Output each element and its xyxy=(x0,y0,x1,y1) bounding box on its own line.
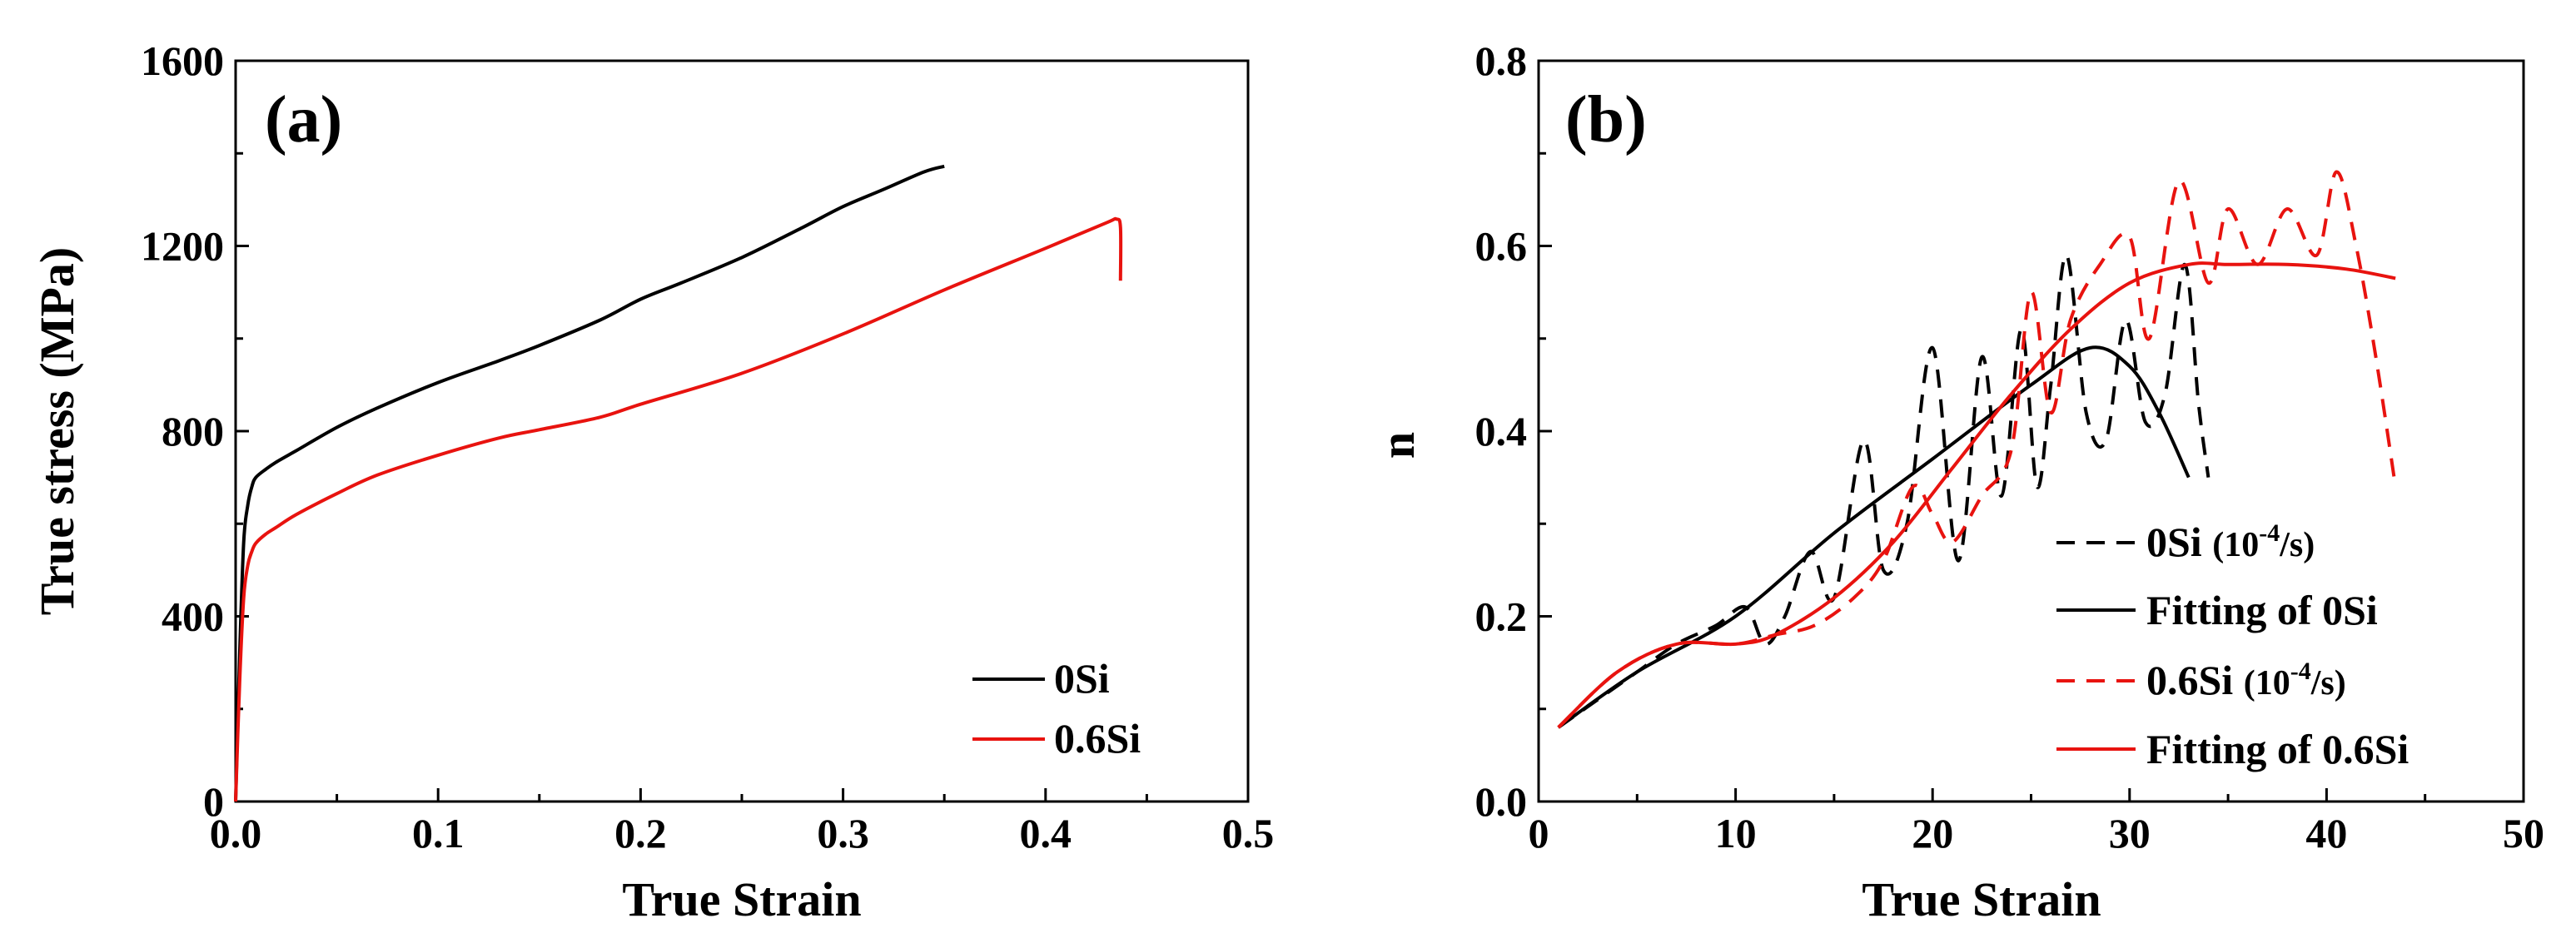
x-tick-label-a: 0.2 xyxy=(614,810,667,856)
series-line-b-1 xyxy=(1557,345,2191,729)
legend-a: 0Si 0.6Si xyxy=(972,655,1141,762)
panel-label-a: (a) xyxy=(265,83,342,156)
y-tick-label-a: 400 xyxy=(162,593,224,640)
y-tick-label-a: 1200 xyxy=(141,223,224,270)
axis-ticks-a: 0.0 0.1 0.2 0.3 0.4 0.5 0 400 800 1200 1600 xyxy=(141,37,1274,856)
y-tick-label-a: 800 xyxy=(162,408,224,454)
y-tick-label-b: 0.8 xyxy=(1475,37,1528,84)
series-a xyxy=(234,164,1123,802)
panel-a: 0.0 0.1 0.2 0.3 0.4 0.5 0 400 800 1200 1600 (a) Tr… xyxy=(30,37,1274,926)
y-tick-label-b: 0.4 xyxy=(1475,408,1528,454)
x-tick-label-b: 40 xyxy=(2305,810,2347,856)
series-line-b-3 xyxy=(1557,261,2396,729)
axis-ticks-b: 0 10 20 30 40 50 0.0 0.2 0.4 0.6 0.8 xyxy=(1475,37,2545,856)
x-tick-label-b: 50 xyxy=(2503,810,2544,856)
x-tick-label-a: 0.0 xyxy=(210,810,262,856)
x-tick-label-a: 0.3 xyxy=(817,810,869,856)
series-line-a-0 xyxy=(234,164,945,802)
x-tick-label-b: 10 xyxy=(1715,810,1757,856)
y-tick-label-a: 1600 xyxy=(141,37,224,84)
x-tick-label-a: 0.1 xyxy=(412,810,465,856)
x-tick-label-a: 0.5 xyxy=(1222,810,1275,856)
series-b xyxy=(1557,170,2398,729)
x-tick-label-b: 0 xyxy=(1529,810,1549,856)
series-line-b-2 xyxy=(1557,170,2398,729)
x-tick-label-b: 30 xyxy=(2109,810,2151,856)
x-axis-label-a: True Strain xyxy=(622,872,861,926)
y-tick-label-a: 0 xyxy=(203,778,224,825)
y-tick-label-b: 0.0 xyxy=(1475,778,1528,825)
x-tick-label-a: 0.4 xyxy=(1020,810,1072,856)
y-tick-label-b: 0.2 xyxy=(1475,593,1528,640)
x-axis-label-b: True Strain xyxy=(1862,872,2101,926)
panel-label-b: (b) xyxy=(1565,83,1647,156)
legend-label-06si-fit: Fitting of 0.6Si xyxy=(2146,726,2409,772)
legend-label-0si-raw: 0Si (10-4/s) xyxy=(2146,519,2315,565)
y-axis-label-b: n xyxy=(1370,432,1425,459)
series-line-b-0 xyxy=(1557,253,2210,729)
legend-label-06si: 0.6Si xyxy=(1054,715,1141,762)
legend-b: 0Si (10-4/s) Fitting of 0Si 0.6Si (10-4/… xyxy=(2056,519,2409,772)
y-tick-label-b: 0.6 xyxy=(1475,223,1528,270)
series-line-a-1 xyxy=(234,216,1123,802)
legend-label-06si-raw: 0.6Si (10-4/s) xyxy=(2146,657,2346,703)
legend-label-0si: 0Si xyxy=(1054,655,1110,702)
y-axis-label-a: True stress (MPa) xyxy=(30,247,84,615)
panel-b: 0 10 20 30 40 50 0.0 0.2 0.4 0.6 0.8 (b) True Stra… xyxy=(1370,37,2544,926)
legend-label-0si-fit: Fitting of 0Si xyxy=(2146,587,2378,633)
x-tick-label-b: 20 xyxy=(1912,810,1953,856)
